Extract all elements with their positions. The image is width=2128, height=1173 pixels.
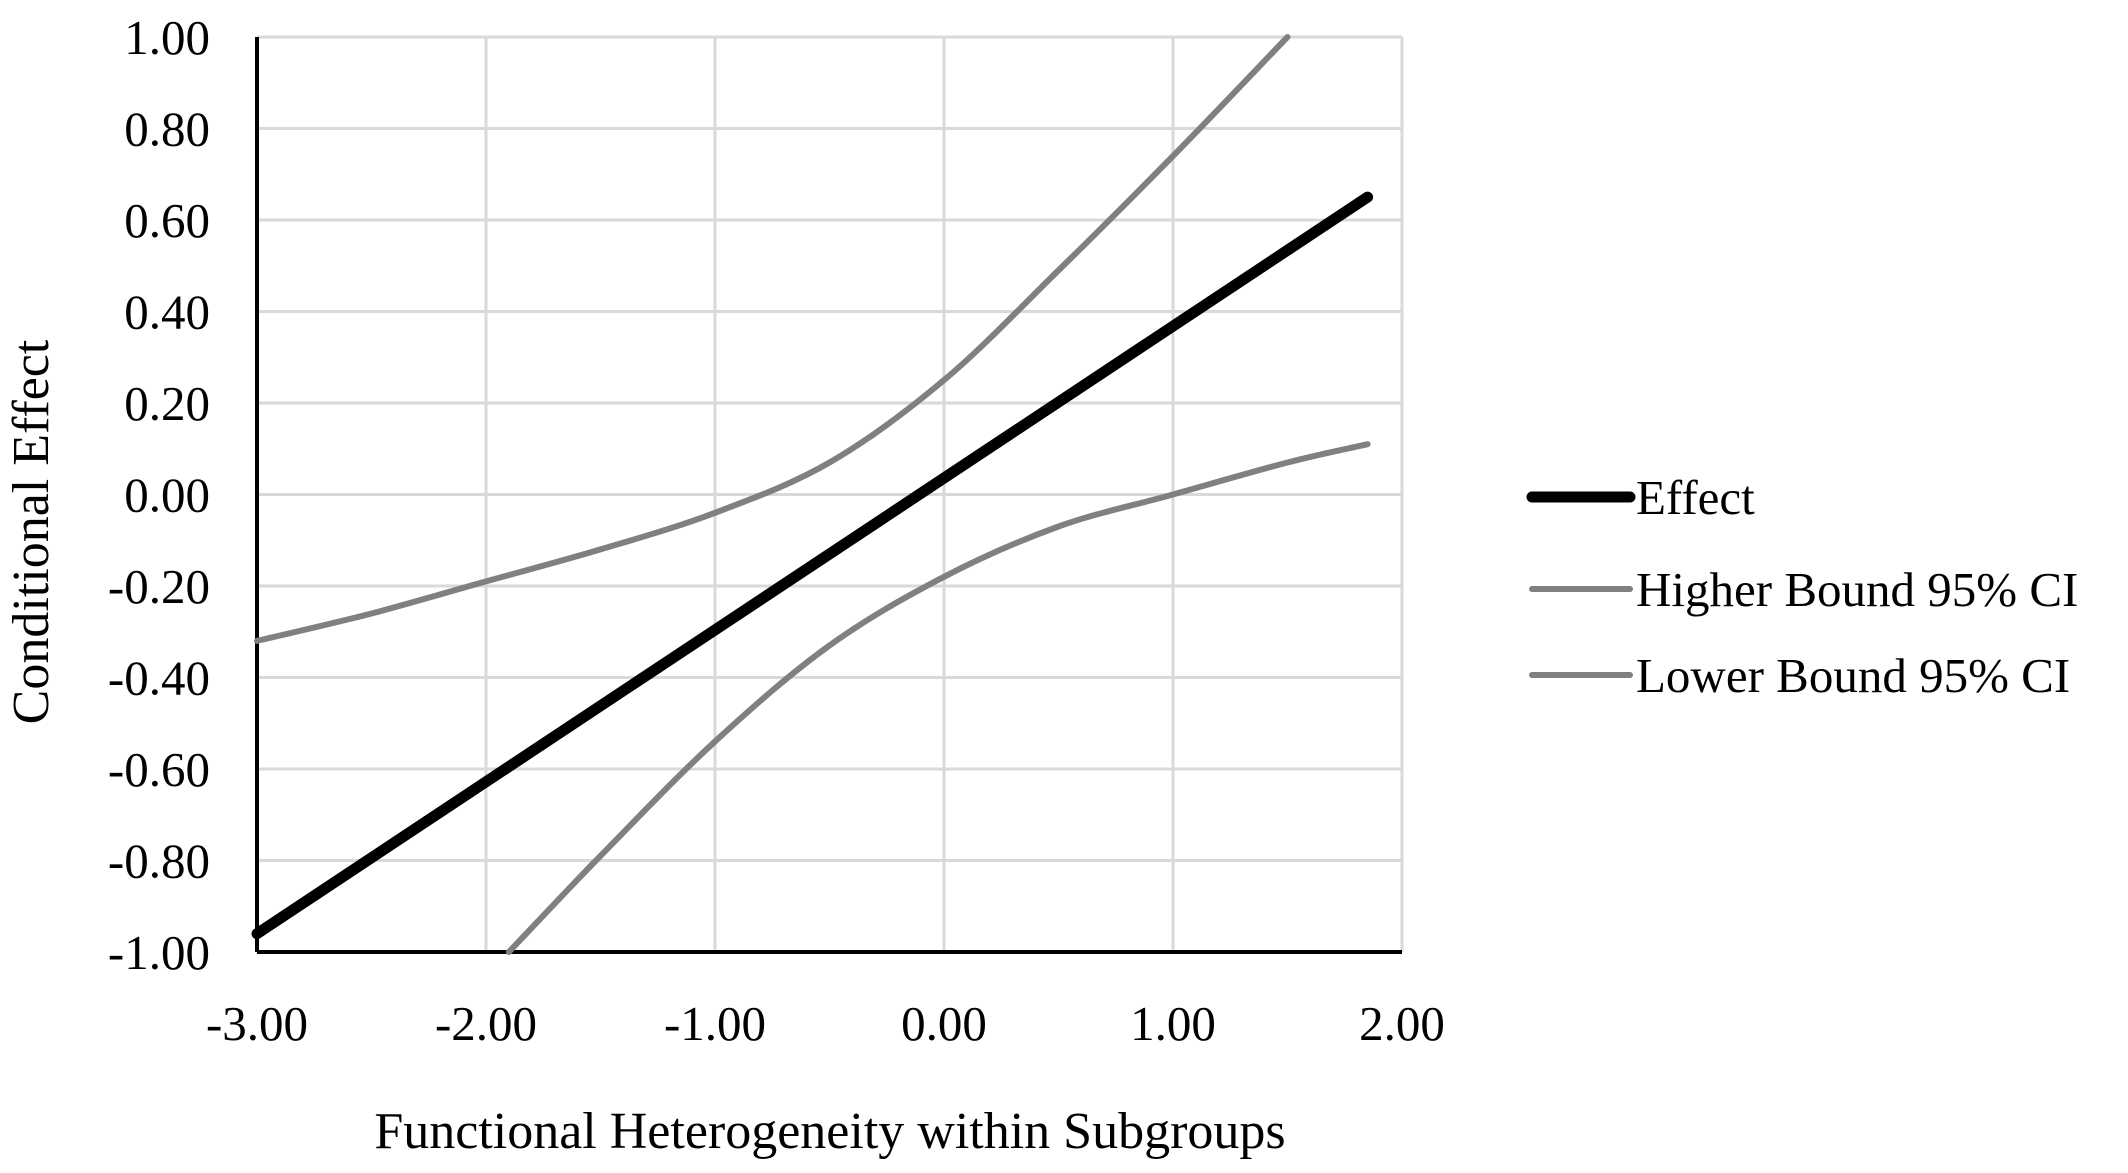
y-tick-label: 0.20 [124,376,210,431]
x-tick-label: 0.00 [901,996,987,1051]
y-tick-label: 0.00 [124,468,210,523]
series-lines [251,34,1374,955]
series-line-effect [251,191,1374,940]
y-tick-label: 0.40 [124,285,210,340]
y-axis-label: Conditional Effect [3,339,60,724]
x-tick-label: -2.00 [435,996,537,1051]
axes [255,37,1402,954]
x-tick-label: -1.00 [664,996,766,1051]
x-axis-label: Functional Heterogeneity within Subgroup… [374,1103,1285,1160]
legend-label-higher-bound-95-ci: Higher Bound 95% CI [1636,562,2078,617]
tick-labels: -3.00 -2.00 -1.00 0.00 1.00 2.00 1.00 0.80 0.60 0… [108,10,1445,1051]
x-tick-label: 1.00 [1130,996,1216,1051]
y-tick-label: -0.60 [108,742,210,797]
legend-label-effect: Effect [1636,470,1755,525]
y-tick-label: -0.80 [108,834,210,889]
series-line-higher-bound-95-ci [254,34,1291,644]
y-tick-label: 0.80 [124,102,210,157]
y-tick-label: 0.60 [124,193,210,248]
x-tick-label: 2.00 [1359,996,1445,1051]
y-tick-label: -0.40 [108,651,210,706]
y-tick-label: -1.00 [108,925,210,980]
grid-lines [257,35,1404,952]
legend: Effect Higher Bound 95% CI Lower Bound 95%… [1526,470,2078,703]
y-tick-label: 1.00 [124,10,210,65]
x-tick-label: -3.00 [206,996,308,1051]
legend-label-lower-bound-95-ci: Lower Bound 95% CI [1636,648,2070,703]
series-line-lower-bound-95-ci [505,441,1371,955]
y-tick-label: -0.20 [108,559,210,614]
